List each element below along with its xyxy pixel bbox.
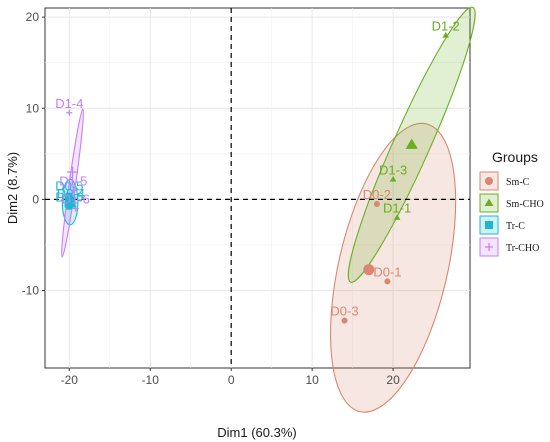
legend-title: Groups xyxy=(492,149,538,165)
legend-marker-sm-c xyxy=(485,177,493,185)
label-d0-2: D0-2 xyxy=(363,187,391,202)
label-d0-1: D0-1 xyxy=(373,264,401,279)
point-d1-5 xyxy=(70,187,77,194)
centroid-sm-cho xyxy=(405,138,418,149)
point-d0-2 xyxy=(373,200,380,207)
point-d1-3 xyxy=(389,175,397,182)
centroid-sm-c xyxy=(363,264,375,276)
legend-label-tr-cho: Tr-CHO xyxy=(506,243,539,254)
plot-panel xyxy=(44,7,471,369)
data-points xyxy=(64,31,450,324)
centroid-tr-c xyxy=(64,196,76,208)
point-d1-2 xyxy=(442,31,450,38)
x-axis-title: Dim1 (60.3%) xyxy=(217,425,296,440)
legend-label-sm-cho: Sm-CHO xyxy=(506,199,544,210)
y-tick-label: 0 xyxy=(32,192,39,206)
legend-marker-tr-cho xyxy=(485,243,493,251)
legend: Groups Sm-C Sm-CHO Tr-C Tr-CHO xyxy=(479,149,544,257)
x-tick-label: 10 xyxy=(305,373,319,387)
label-d1-4: D1-4 xyxy=(55,96,83,111)
legend-label-sm-c: Sm-C xyxy=(506,177,530,188)
label-d1-6: D1-6 xyxy=(62,192,90,207)
label-d0-4: D0-4 xyxy=(57,186,85,201)
y-tick-label: -10 xyxy=(22,284,40,298)
y-tick-label: 10 xyxy=(26,101,40,115)
label-d1-2: D1-2 xyxy=(432,18,460,33)
label-d0-3: D0-3 xyxy=(330,304,358,319)
point-labels: D0-2 D0-1 D0-3 D1-2 D1-3 D1-1 D0-5D0-6D0-4 D1-4… xyxy=(55,18,460,318)
label-d0-5: D0-5 xyxy=(55,179,83,194)
ellipse-sm-c xyxy=(329,122,457,413)
x-tick-label: -20 xyxy=(61,373,79,387)
label-d1-3: D1-3 xyxy=(379,162,407,177)
point-d0-3 xyxy=(341,317,348,324)
label-d0-6: D0-6 xyxy=(55,190,83,205)
point-d0-1 xyxy=(384,278,391,285)
reference-lines xyxy=(45,8,470,368)
point-d1-6 xyxy=(72,205,79,212)
legend-marker-tr-c xyxy=(485,221,493,229)
centroid-tr-cho xyxy=(67,166,79,178)
y-tick-label: 20 xyxy=(26,10,40,24)
ellipse-tr-cho xyxy=(61,108,84,258)
point-d1-4 xyxy=(66,109,73,116)
x-tick-label: 0 xyxy=(228,373,235,387)
point-d1-1 xyxy=(393,214,401,220)
legend-marker-sm-cho xyxy=(484,198,494,207)
legend-label-tr-c: Tr-C xyxy=(506,221,525,232)
y-axis-title: Dim2 (8.7%) xyxy=(5,152,20,224)
y-axis-ticks: -10 0 10 20 xyxy=(22,10,45,298)
x-tick-label: -10 xyxy=(142,373,160,387)
label-d1-5: D1-5 xyxy=(59,173,87,188)
x-axis-ticks: -20 -10 0 10 20 xyxy=(61,368,400,387)
label-d1-1: D1-1 xyxy=(383,201,411,216)
x-tick-label: 20 xyxy=(386,373,400,387)
point-d0-5 xyxy=(66,192,73,199)
